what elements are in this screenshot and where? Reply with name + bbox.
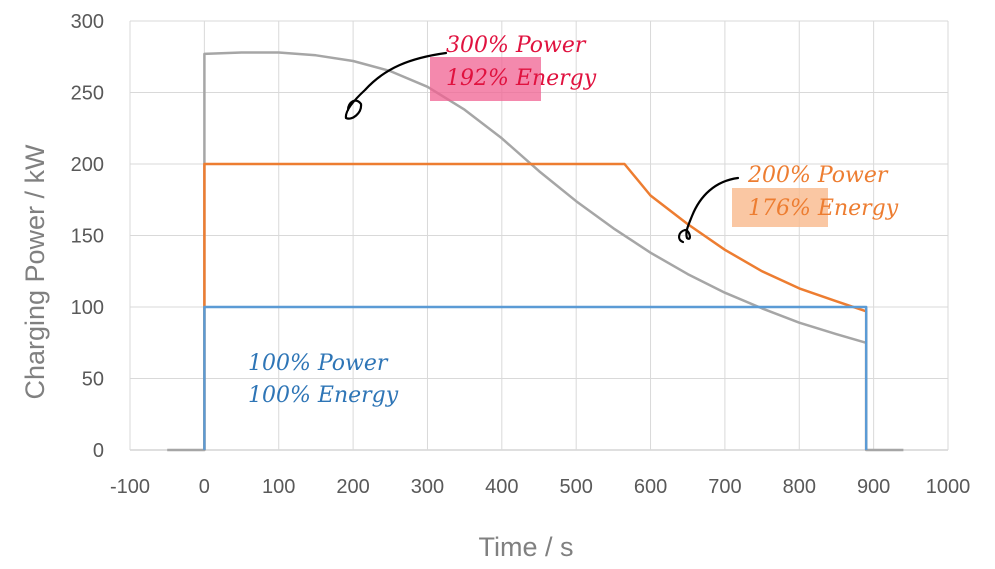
callout-300-pointer [344, 51, 448, 120]
annotation-300-power: 300% Power [446, 33, 587, 58]
x-tick-label: 100 [262, 476, 295, 498]
x-tick-label: 500 [559, 476, 592, 498]
x-tick-label: 0 [199, 476, 210, 498]
annotation-200-power: 200% Power [747, 163, 889, 188]
x-tick-labels: -100 0 100 200 300 400 500 600 700 800 900 1000 [110, 476, 970, 498]
series-lines [167, 51, 904, 452]
x-tick-label: 400 [485, 476, 518, 498]
x-tick-label: 200 [336, 476, 369, 498]
annotation-100-energy: 100% Energy [248, 383, 399, 408]
x-tick-label: -100 [110, 476, 150, 498]
callout-200-pointer [678, 176, 740, 244]
x-tick-label: 700 [708, 476, 741, 498]
y-tick-label: 150 [71, 226, 104, 248]
x-tick-label: 800 [783, 476, 816, 498]
x-tick-label: 900 [857, 476, 890, 498]
x-tick-label: 600 [634, 476, 667, 498]
y-tick-label: 200 [71, 154, 104, 176]
highlight-300-energy [430, 57, 541, 101]
y-tick-label: 250 [71, 83, 104, 105]
highlight-200-energy [732, 188, 828, 227]
x-tick-label: 300 [411, 476, 444, 498]
x-tick-label: 1000 [926, 476, 971, 498]
series-line-300-power [167, 51, 904, 452]
y-tick-label: 300 [71, 11, 104, 33]
series-line-100-power [203, 305, 868, 450]
annotation-100-power: 100% Power [248, 351, 389, 376]
y-tick-label: 50 [82, 369, 104, 391]
annotation-176-energy: 176% Energy [748, 196, 899, 221]
y-tick-labels: 0 50 100 150 200 250 300 [71, 11, 104, 462]
y-tick-label: 0 [93, 440, 104, 462]
x-axis-title: Time / s [478, 532, 573, 562]
series-line-200-power [203, 162, 868, 450]
y-tick-label: 100 [71, 297, 104, 319]
annotation-192-energy: 192% Energy [446, 66, 597, 91]
y-axis-title: Charging Power / kW [20, 144, 50, 400]
